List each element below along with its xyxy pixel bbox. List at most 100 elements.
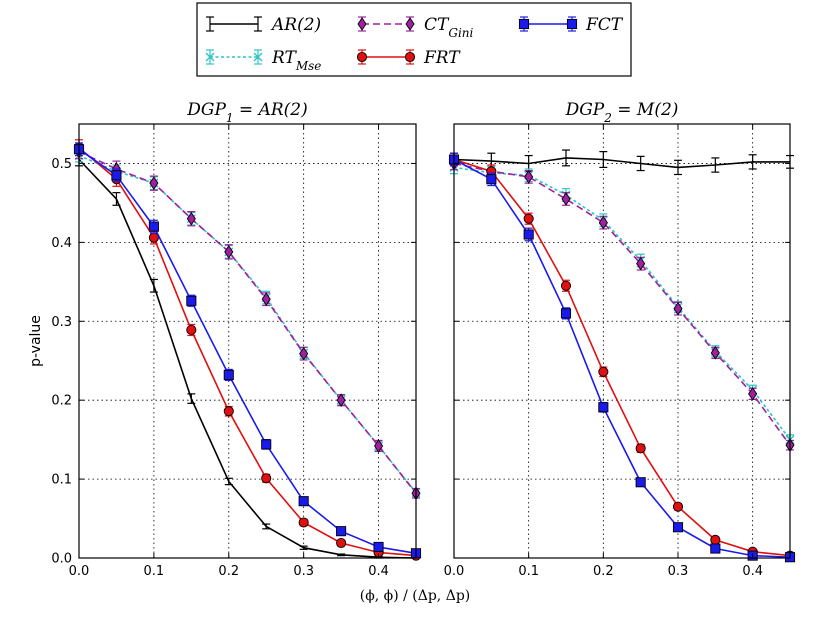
data-point-frt bbox=[223, 406, 234, 417]
series-fct bbox=[448, 152, 796, 563]
x-tick-label: 0.0 bbox=[444, 564, 465, 579]
data-point-fct bbox=[373, 541, 384, 553]
data-point-fct bbox=[261, 439, 272, 450]
data-point-ct bbox=[336, 393, 346, 407]
data-point-fct bbox=[148, 221, 159, 232]
legend-marker bbox=[566, 18, 578, 30]
legend: AR(2) RTMse CTGini FRT FCT bbox=[196, 2, 632, 77]
legend-item-fct: FCT bbox=[518, 15, 624, 35]
series-line-frt bbox=[78, 147, 417, 557]
x-tick-label: 0.1 bbox=[518, 564, 539, 579]
data-point-ct bbox=[374, 439, 384, 453]
data-point-ct bbox=[673, 301, 683, 316]
series-line-rt bbox=[453, 166, 791, 441]
data-point-ct bbox=[224, 245, 234, 259]
data-point-fct bbox=[560, 308, 572, 319]
data-point-fct bbox=[298, 496, 309, 507]
axes-frame bbox=[78, 123, 417, 559]
data-point-ct bbox=[710, 346, 720, 360]
data-point-fct bbox=[672, 522, 684, 533]
data-point-ct bbox=[561, 192, 571, 206]
data-point-frt bbox=[298, 517, 309, 528]
panel-1: 0.0 0.1 0.2 0.3 0.4 0.0 0.1 0.2 0.3 0.4 0.5 DGP1 = … bbox=[51, 100, 422, 579]
legend-label-ct: CTGini bbox=[424, 15, 474, 40]
data-point-fct bbox=[635, 477, 646, 488]
y-axis-label: p-value bbox=[28, 315, 44, 367]
legend-label-frt: FRT bbox=[423, 48, 461, 68]
legend-marker bbox=[205, 52, 215, 62]
data-point-frt bbox=[336, 537, 347, 549]
data-point-fct bbox=[111, 170, 122, 181]
legend-marker bbox=[357, 17, 367, 31]
y-tick-label: 0.4 bbox=[51, 236, 72, 251]
x-tick-label: 0.2 bbox=[593, 564, 614, 579]
data-point-ct bbox=[261, 292, 271, 306]
data-point-frt bbox=[672, 501, 684, 512]
data-point-ct bbox=[299, 346, 309, 361]
x-tick-label: 0.4 bbox=[742, 564, 763, 579]
data-point-frt bbox=[186, 324, 197, 336]
data-point-fct bbox=[486, 174, 497, 185]
data-point-frt bbox=[261, 473, 272, 484]
legend-marker bbox=[253, 52, 263, 62]
x-tick-label: 0.0 bbox=[69, 564, 90, 579]
legend-marker bbox=[356, 51, 368, 63]
data-point-fct bbox=[710, 543, 721, 554]
data-point-ct bbox=[748, 387, 758, 401]
data-point-fct bbox=[598, 402, 609, 413]
series-ar2 bbox=[450, 149, 794, 176]
legend-item-rt: RTMse bbox=[205, 48, 321, 73]
x-tick-label: 0.3 bbox=[668, 564, 689, 579]
axes-frame bbox=[453, 123, 791, 559]
legend-label-rt: RTMse bbox=[271, 48, 321, 73]
series-line-fct bbox=[453, 158, 791, 558]
series-frt bbox=[448, 152, 796, 561]
series-ct bbox=[74, 143, 421, 501]
x-tick-label: 0.3 bbox=[293, 564, 314, 579]
x-tick-label: 0.4 bbox=[368, 564, 389, 579]
panel-title: DGP2 = M(2) bbox=[565, 100, 679, 125]
series-line-ct bbox=[453, 162, 791, 446]
series-line-fct bbox=[78, 148, 417, 555]
y-tick-label: 0.0 bbox=[51, 552, 72, 567]
panel-title: DGP1 = AR(2) bbox=[186, 100, 308, 125]
data-point-frt bbox=[598, 366, 609, 377]
data-point-ct bbox=[636, 256, 646, 271]
x-axis-label: (ϕ, ϕ) / (Δp, Δp) bbox=[360, 588, 471, 604]
series-line-ct bbox=[78, 150, 417, 494]
series-rt bbox=[449, 160, 795, 445]
legend-item-ct: CTGini bbox=[357, 15, 474, 40]
series-frt bbox=[73, 139, 422, 561]
legend-marker bbox=[518, 18, 530, 30]
series-line-frt bbox=[453, 158, 791, 557]
y-tick-label: 0.2 bbox=[51, 394, 72, 409]
data-point-ct bbox=[149, 176, 159, 190]
data-point-ct bbox=[598, 215, 608, 230]
y-tick-label: 0.5 bbox=[51, 157, 72, 172]
x-tick-label: 0.1 bbox=[144, 564, 165, 579]
legend-marker bbox=[405, 17, 415, 31]
data-point-frt bbox=[523, 213, 534, 224]
data-point-ct bbox=[524, 170, 534, 184]
data-point-ct bbox=[186, 211, 196, 226]
series-fct bbox=[73, 142, 422, 559]
legend-item-ar2: AR(2) bbox=[206, 15, 321, 35]
x-tick-label: 0.2 bbox=[218, 564, 239, 579]
data-point-fct bbox=[223, 369, 234, 380]
legend-box bbox=[196, 2, 632, 77]
panel-2: 0.0 0.1 0.2 0.3 0.4 DGP2 = M(2) bbox=[444, 100, 796, 579]
series-line-ar2 bbox=[78, 158, 417, 559]
data-point-fct bbox=[186, 295, 197, 306]
legend-label-fct: FCT bbox=[585, 15, 624, 35]
series-line-rt bbox=[78, 154, 417, 494]
data-point-frt bbox=[560, 280, 572, 291]
y-tick-label: 0.1 bbox=[51, 473, 72, 488]
series-ct bbox=[449, 156, 795, 452]
series-line-ar2 bbox=[453, 157, 790, 169]
y-tick-label: 0.3 bbox=[51, 315, 72, 330]
data-point-fct bbox=[336, 526, 347, 537]
data-point-fct bbox=[523, 229, 534, 240]
legend-item-frt: FRT bbox=[356, 48, 461, 68]
legend-marker bbox=[404, 51, 416, 63]
